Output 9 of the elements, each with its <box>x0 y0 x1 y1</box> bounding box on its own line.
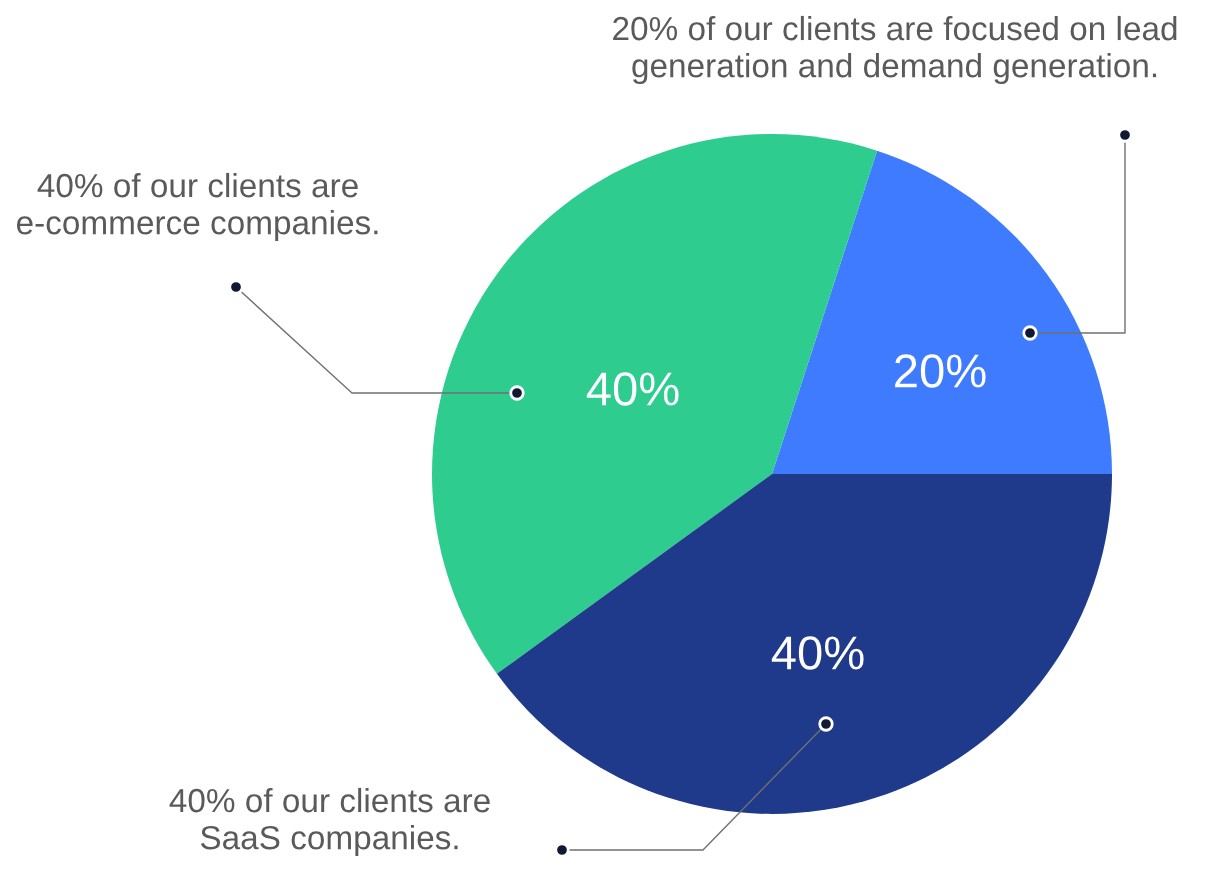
pie-slice <box>432 134 878 674</box>
data-label: 40% <box>586 372 679 406</box>
data-label: 40% <box>771 636 864 670</box>
slice-label: 40% of our clients are SaaS companies. <box>169 787 490 857</box>
pie-slice <box>496 474 1112 814</box>
pie-slice <box>772 150 1112 474</box>
data-label: 20% <box>895 354 986 388</box>
slice-label: 20% of our clients are focused on lead generation and demand generation. <box>613 15 1177 85</box>
slice-label: 40% of our clients are e-commerce companies. <box>16 172 378 242</box>
